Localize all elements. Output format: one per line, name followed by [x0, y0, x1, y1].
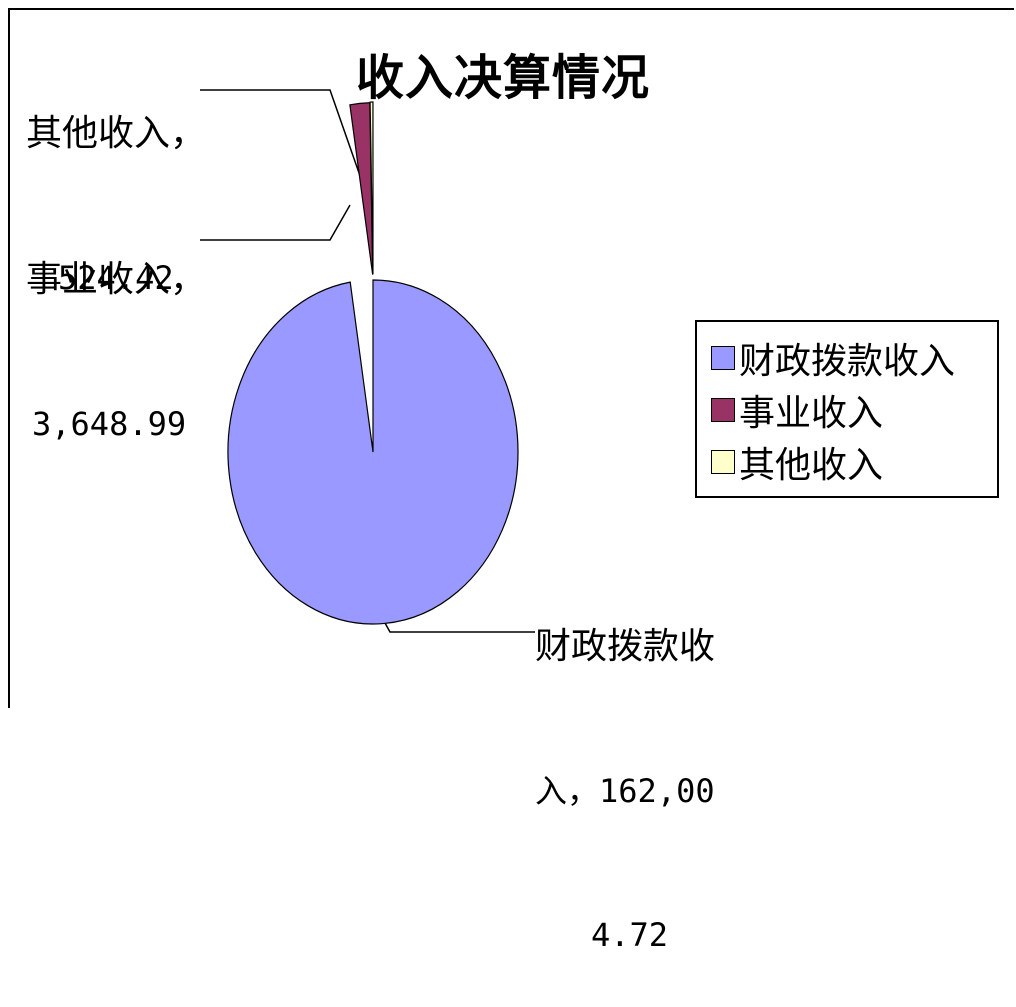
slice-fiscal — [227, 279, 519, 625]
data-label-other-value: 524.42 — [58, 259, 174, 297]
legend-swatch-business — [711, 398, 735, 422]
slice-business — [349, 102, 374, 275]
data-label-fiscal-line3: 4.72 — [591, 916, 669, 954]
pie-slices — [227, 101, 519, 625]
leader-line-fiscal — [384, 622, 535, 633]
chart-legend: 财政拨款收入 事业收入 其他收入 — [695, 320, 999, 498]
pie-chart — [200, 89, 535, 633]
chart-title: 收入决算情况 — [356, 50, 651, 106]
leader-line-business — [200, 204, 351, 241]
data-label-fiscal-line1: 财政拨款收 — [535, 626, 716, 667]
data-label-business-name: 事业收入， — [26, 259, 207, 300]
legend-label-other: 其他收入 — [739, 445, 884, 486]
legend-label-fiscal: 财政拨款收入 — [739, 341, 956, 382]
data-label-business: 事业收入， 3,648.99 — [26, 160, 206, 496]
data-label-fiscal: 财政拨款收 入，162,00 4.72 — [535, 527, 715, 1007]
legend-item-fiscal: 财政拨款收入 — [711, 332, 955, 384]
legend-swatch-other — [711, 450, 735, 474]
leader-lines — [200, 89, 535, 633]
legend-item-business: 事业收入 — [711, 384, 883, 436]
data-label-other-name: 其他收入， — [26, 113, 207, 154]
legend-label-business: 事业收入 — [739, 393, 884, 434]
slice-other — [369, 101, 374, 275]
data-label-other: 其他收入， 524.42 — [26, 14, 206, 350]
data-label-fiscal-line2: 入，162,00 — [535, 772, 715, 810]
leader-line-other — [200, 89, 366, 191]
legend-swatch-fiscal — [711, 346, 735, 370]
legend-item-other: 其他收入 — [711, 436, 883, 488]
data-label-business-value: 3,648.99 — [32, 405, 187, 443]
